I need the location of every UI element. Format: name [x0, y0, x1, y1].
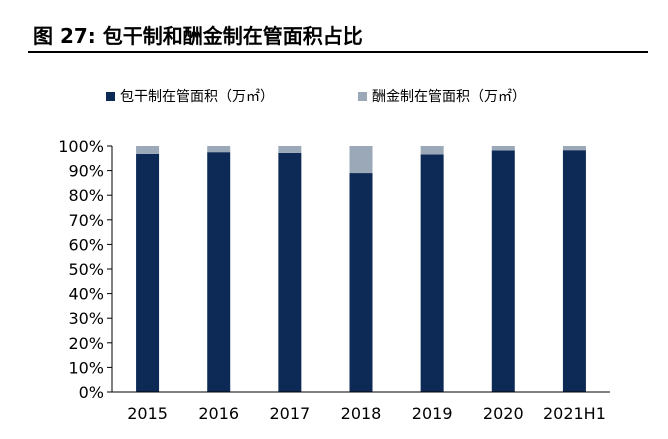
- bar-2016-series-2: [207, 146, 231, 153]
- title-divider: [28, 51, 648, 53]
- y-tick-label: 100%: [58, 137, 104, 156]
- y-tick-label: 60%: [68, 235, 104, 254]
- y-tick-label: 30%: [68, 309, 104, 328]
- y-tick-label: 10%: [68, 358, 104, 377]
- bar-2019-series-2: [420, 146, 444, 155]
- bar-2015-series-1: [136, 153, 160, 392]
- bar-2017-series-2: [278, 146, 302, 153]
- bar-2018-series-2: [349, 146, 373, 174]
- x-tick-label: 2020: [483, 404, 524, 423]
- y-tick-label: 90%: [68, 162, 104, 181]
- bar-2021H1-series-1: [562, 150, 586, 392]
- legend-label-1: 包干制在管面积（万㎡）: [120, 89, 274, 105]
- y-tick-label: 0%: [79, 383, 104, 402]
- figure-title-bar: 图 27: 包干制和酬金制在管面积占比: [28, 14, 648, 53]
- y-tick-label: 80%: [68, 186, 104, 205]
- y-tick-label: 70%: [68, 211, 104, 230]
- x-tick-label: 2016: [198, 404, 239, 423]
- x-tick-label: 2019: [412, 404, 453, 423]
- y-tick-label: 20%: [68, 334, 104, 353]
- x-tick-label: 2018: [341, 404, 382, 423]
- x-tick-label: 2021H1: [543, 404, 606, 423]
- bar-2020-series-1: [491, 150, 515, 392]
- legend: 包干制在管面积（万㎡） 酬金制在管面积（万㎡）: [106, 89, 526, 105]
- y-axis: 0% 10% 20% 30% 40% 50% 60% 70% 80% 90% 100%: [58, 137, 113, 402]
- x-tick-label: 2017: [269, 404, 310, 423]
- figure-title: 图 27: 包干制和酬金制在管面积占比: [33, 24, 363, 48]
- y-tick-label: 50%: [68, 260, 104, 279]
- bar-2019-series-1: [420, 154, 444, 392]
- y-tick-label: 40%: [68, 285, 104, 304]
- legend-swatch-1: [106, 92, 115, 101]
- bar-2020-series-2: [491, 146, 515, 151]
- x-tick-label: 2015: [127, 404, 168, 423]
- bar-2017-series-1: [278, 152, 302, 392]
- bar-2016-series-1: [207, 152, 231, 392]
- bar-2018-series-1: [349, 173, 373, 392]
- bar-2015-series-2: [136, 146, 160, 154]
- bar-2021H1-series-2: [562, 146, 586, 151]
- bars: [136, 146, 586, 392]
- x-axis: 2015 2016 2017 2018 2019 2020 2021H1: [112, 391, 610, 423]
- legend-label-2: 酬金制在管面积（万㎡）: [372, 89, 526, 105]
- legend-swatch-2: [358, 92, 367, 101]
